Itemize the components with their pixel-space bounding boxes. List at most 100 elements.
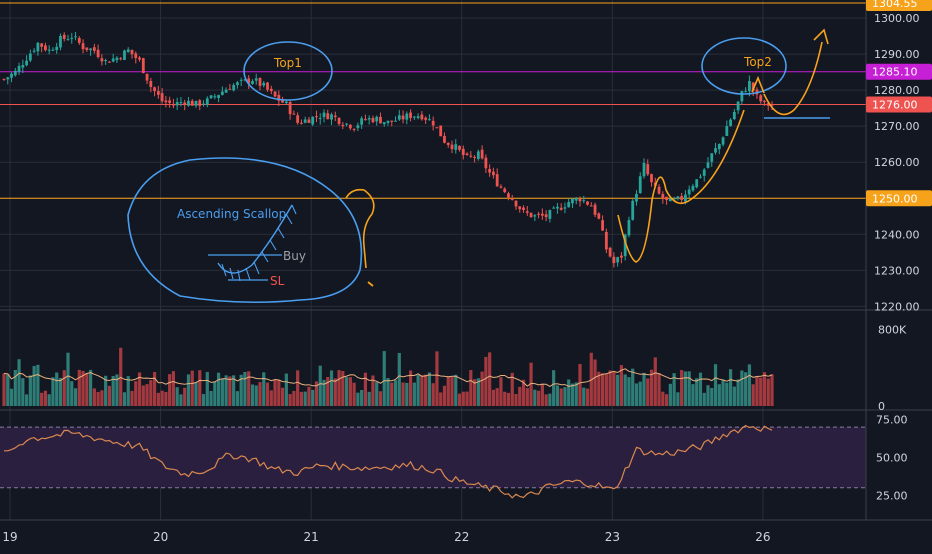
volume-bar — [510, 372, 514, 406]
volume-bar — [243, 371, 247, 406]
volume-bar — [631, 368, 635, 406]
volume-bar — [536, 390, 541, 406]
candle-body — [21, 65, 25, 68]
volume-bar — [442, 385, 447, 406]
candle-body — [665, 196, 668, 201]
price-level-text: 1304.55 — [872, 0, 918, 10]
volume-axis[interactable]: 0 800K — [878, 324, 907, 413]
scallop-example-circle[interactable] — [127, 157, 363, 304]
time-tick-label: 22 — [454, 530, 469, 544]
candle-body — [759, 95, 763, 102]
volume-bar — [728, 369, 733, 406]
candle-body — [254, 78, 258, 81]
question-mark-stroke — [345, 188, 375, 269]
candle-body — [529, 212, 533, 218]
volume-bar — [518, 386, 522, 406]
candle-body — [273, 91, 277, 97]
candle-body — [277, 94, 281, 101]
volume-bar — [299, 391, 304, 406]
candle-body — [284, 101, 288, 104]
volume-bar — [88, 369, 93, 406]
candle-body — [187, 100, 190, 106]
candle-body — [47, 49, 51, 51]
volume-bar — [9, 388, 14, 406]
annotations[interactable]: Top1 Top2 Ascending Scallop Buy SL — [127, 28, 830, 304]
volume-bar — [465, 391, 469, 406]
candle-body — [725, 126, 729, 136]
scallop-hatch — [221, 204, 297, 282]
candle-body — [172, 104, 175, 106]
rsi-band — [0, 427, 866, 488]
volume-bar — [280, 387, 285, 406]
volume-bar — [333, 378, 337, 406]
candle-body — [736, 101, 740, 111]
volume-bar — [288, 394, 292, 406]
volume-bar — [277, 379, 281, 406]
candle-body — [533, 215, 537, 217]
candle-body — [303, 119, 307, 123]
candle-body — [604, 231, 608, 250]
volume-bar — [638, 381, 642, 406]
candle-body — [379, 116, 382, 124]
price-tick-label: 1290.00 — [874, 48, 920, 61]
volume-bar — [254, 385, 258, 406]
candle-body — [352, 128, 356, 130]
volume-bar — [111, 375, 115, 406]
candle-body — [657, 186, 661, 194]
candle-body — [507, 193, 510, 198]
top1-circle[interactable] — [243, 41, 333, 101]
candle-body — [522, 207, 525, 210]
volume-bar — [672, 373, 676, 406]
volume-bar — [296, 370, 300, 406]
volume-bar — [706, 385, 710, 406]
candle-body — [510, 198, 514, 200]
volume-bar — [732, 386, 736, 406]
volume-bar — [205, 371, 209, 406]
price-tick-label: 1270.00 — [874, 120, 920, 133]
volume-bar — [352, 382, 356, 406]
time-tick-label: 23 — [605, 530, 620, 544]
projection-arrow[interactable] — [763, 41, 823, 116]
candle-body — [126, 49, 130, 53]
candle-body — [6, 77, 10, 80]
volume-bar — [740, 370, 744, 406]
volume-bar — [24, 394, 29, 406]
candle-body — [134, 53, 138, 59]
volume-bar — [698, 372, 703, 406]
volume-bar — [664, 394, 669, 406]
candle-body — [431, 120, 435, 126]
volume-bar — [766, 378, 770, 406]
candle-body — [454, 144, 458, 150]
volume-bar — [2, 373, 6, 406]
volume-bar — [156, 392, 160, 406]
volume-bar — [122, 392, 127, 406]
candle-body — [100, 58, 104, 62]
volume-bar — [356, 392, 360, 406]
candle-body — [544, 214, 548, 218]
candle-body — [108, 61, 111, 63]
sl-label: SL — [270, 274, 285, 288]
volume-bar — [303, 391, 307, 406]
volume-bar — [529, 362, 533, 406]
candle-body — [341, 124, 345, 127]
price-tick-label: 1280.00 — [874, 84, 920, 97]
volume-tick-label: 800K — [878, 324, 907, 337]
candle-body — [397, 115, 401, 120]
candle-body — [601, 220, 604, 231]
time-tick-label: 19 — [2, 530, 17, 544]
rsi-axis[interactable]: 25.00 50.00 75.00 — [876, 414, 908, 503]
time-axis[interactable]: 19 20 21 22 23 26 — [2, 530, 770, 544]
scallop-trace[interactable] — [617, 109, 745, 263]
price-level-tag — [866, 0, 932, 11]
volume-bar — [77, 369, 81, 406]
volume-bar — [424, 374, 428, 406]
candle-body — [537, 213, 540, 215]
volume-bar — [307, 386, 311, 406]
candle-body — [586, 201, 589, 205]
volume-bar — [484, 356, 488, 406]
price-axis[interactable]: 1220.00 1230.00 1240.00 1250.00 1260.00 1270.… — [874, 12, 920, 313]
volume-bar — [488, 352, 492, 406]
top2-circle[interactable] — [701, 37, 787, 95]
